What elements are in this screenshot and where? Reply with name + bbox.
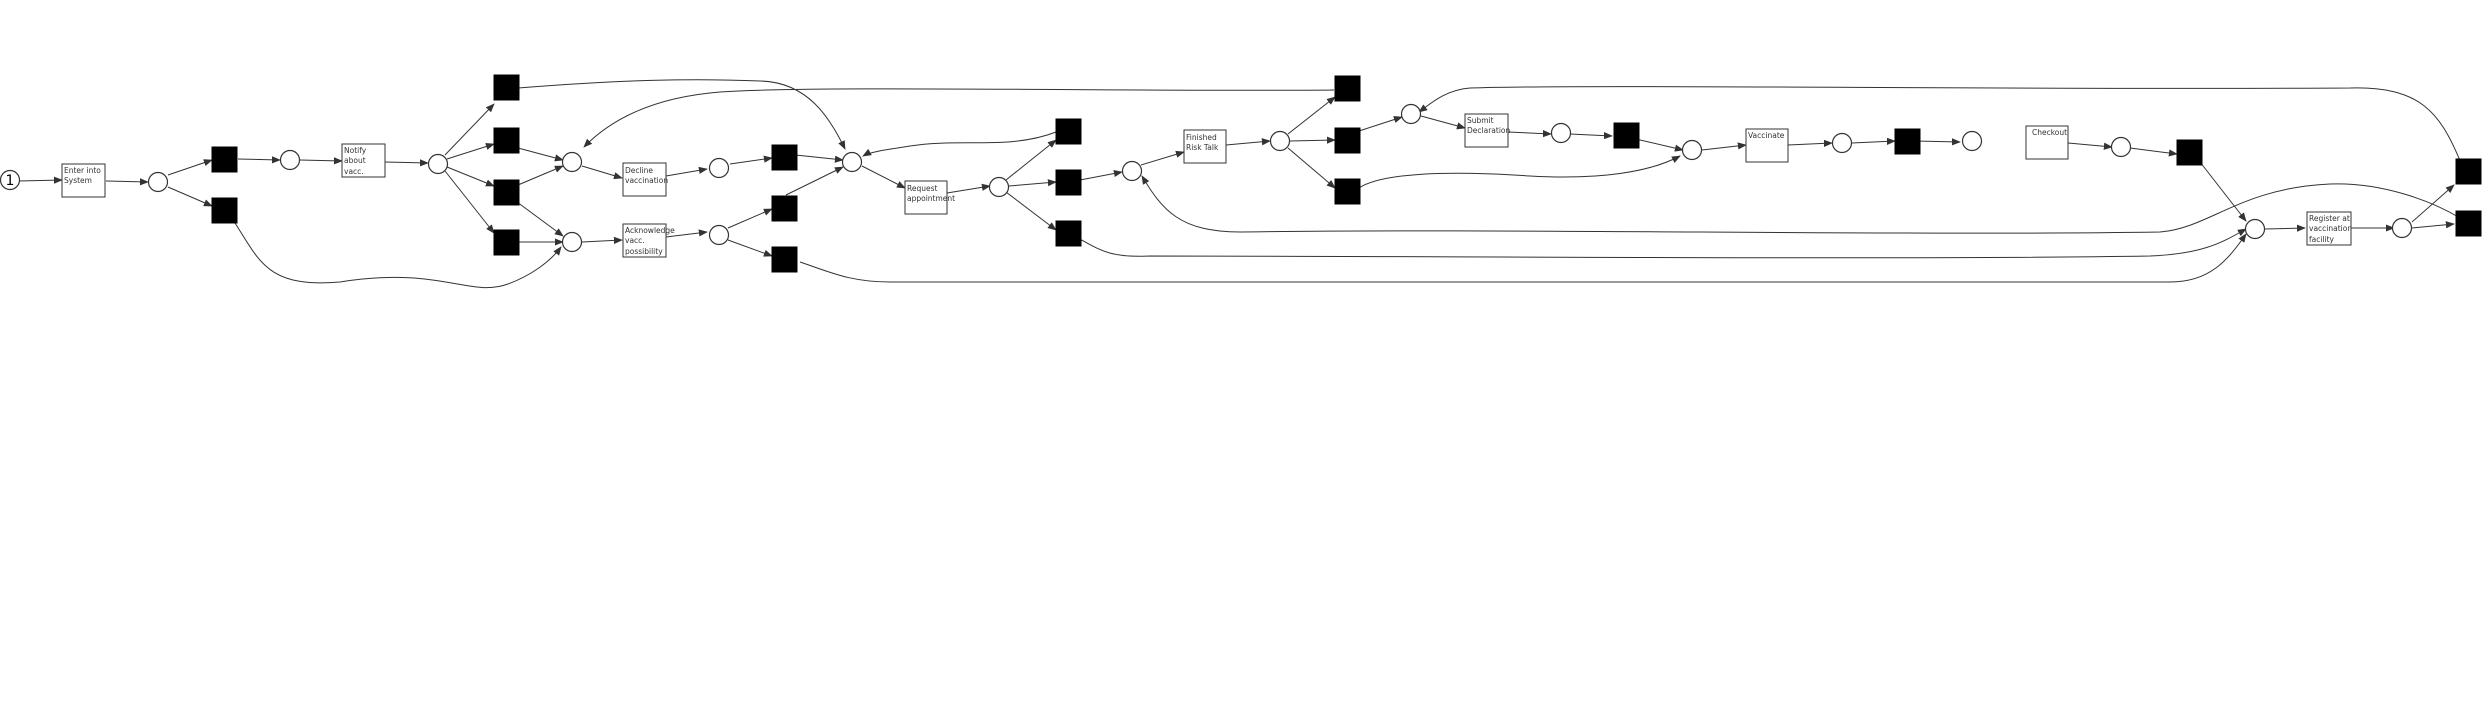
svg-text:appointment: appointment — [907, 194, 955, 203]
place — [2244, 218, 2266, 240]
svg-text:about: about — [344, 156, 366, 165]
silent-transition — [1055, 118, 1082, 145]
silent-transition — [2176, 139, 2203, 166]
silent-transition — [1334, 75, 1361, 102]
svg-text:Checkout: Checkout — [2032, 128, 2067, 137]
silent-transition — [1055, 169, 1082, 196]
place — [2391, 217, 2413, 239]
silent-transition — [771, 195, 798, 222]
svg-text:Request: Request — [907, 184, 938, 193]
place — [1400, 103, 1422, 125]
place — [1269, 130, 1291, 152]
silent-transition — [1894, 128, 1921, 155]
svg-text:vaccination: vaccination — [2309, 224, 2352, 233]
place — [1550, 122, 1572, 144]
labeled-transitions: Enter into System Notify about vacc. Dec… — [61, 113, 2352, 258]
silent-transition — [1055, 220, 1082, 247]
place — [147, 171, 169, 193]
transition-register-at-vaccination-facility: Register at vaccination facility — [2306, 211, 2352, 246]
silent-transition — [211, 197, 238, 224]
svg-text:vacc.: vacc. — [344, 167, 364, 176]
silent-transition — [493, 74, 520, 101]
place — [2110, 136, 2132, 158]
svg-text:Decline: Decline — [625, 166, 653, 175]
start-place — [0, 169, 21, 191]
silent-transition — [1613, 122, 1640, 149]
transition-checkout: Checkout — [2025, 125, 2069, 160]
svg-text:Declaration: Declaration — [1467, 126, 1510, 135]
place — [1961, 130, 1983, 152]
silent-transition — [211, 146, 238, 173]
place — [427, 153, 449, 175]
transition-acknowledge-vacc-possibility: Acknowledge vacc. possibility — [622, 223, 675, 258]
place — [988, 176, 1010, 198]
place — [279, 149, 301, 171]
svg-text:facility: facility — [2309, 235, 2335, 244]
svg-text:Vaccinate: Vaccinate — [1748, 131, 1785, 140]
place — [841, 151, 863, 173]
svg-text:Notify: Notify — [344, 146, 367, 155]
place — [561, 151, 583, 173]
silent-transition — [2455, 158, 2482, 185]
silent-transition — [1334, 178, 1361, 205]
silent-transition — [771, 144, 798, 171]
place — [1121, 160, 1143, 182]
transition-enter-into-system: Enter into System — [61, 163, 106, 198]
svg-text:vacc.: vacc. — [625, 236, 645, 245]
silent-transition — [493, 179, 520, 206]
place — [708, 157, 730, 179]
place — [1831, 132, 1853, 154]
silent-transition — [1334, 127, 1361, 154]
place — [1681, 139, 1703, 161]
silent-transitions — [211, 74, 2482, 273]
transition-request-appointment: Request appointment — [904, 180, 955, 215]
place — [561, 231, 583, 253]
svg-text:Acknowledge: Acknowledge — [625, 226, 675, 235]
transition-finished-risk-talk: Finished Risk Talk — [1183, 129, 1227, 164]
arcs — [18, 79, 2462, 289]
transition-decline-vaccination: Decline vaccination — [622, 162, 668, 197]
silent-transition — [771, 246, 798, 273]
silent-transition — [493, 229, 520, 256]
transition-vaccinate: Vaccinate — [1745, 128, 1789, 163]
transition-notify-about-vacc: Notify about vacc. — [341, 143, 386, 178]
transition-submit-declaration: Submit Declaration — [1464, 113, 1510, 148]
svg-text:Submit: Submit — [1467, 116, 1494, 125]
place — [708, 224, 730, 246]
svg-text:System: System — [64, 176, 92, 185]
svg-text:possibility: possibility — [625, 247, 663, 256]
svg-text:Risk Talk: Risk Talk — [1186, 143, 1219, 152]
silent-transition — [2455, 210, 2482, 237]
svg-text:vaccination: vaccination — [625, 176, 668, 185]
svg-text:Finished: Finished — [1186, 133, 1217, 142]
initial-marking: 1 — [6, 173, 15, 189]
svg-text:Register at: Register at — [2309, 214, 2350, 223]
silent-transition — [493, 127, 520, 154]
places: 1 — [0, 103, 2413, 253]
svg-text:Enter into: Enter into — [64, 166, 101, 175]
